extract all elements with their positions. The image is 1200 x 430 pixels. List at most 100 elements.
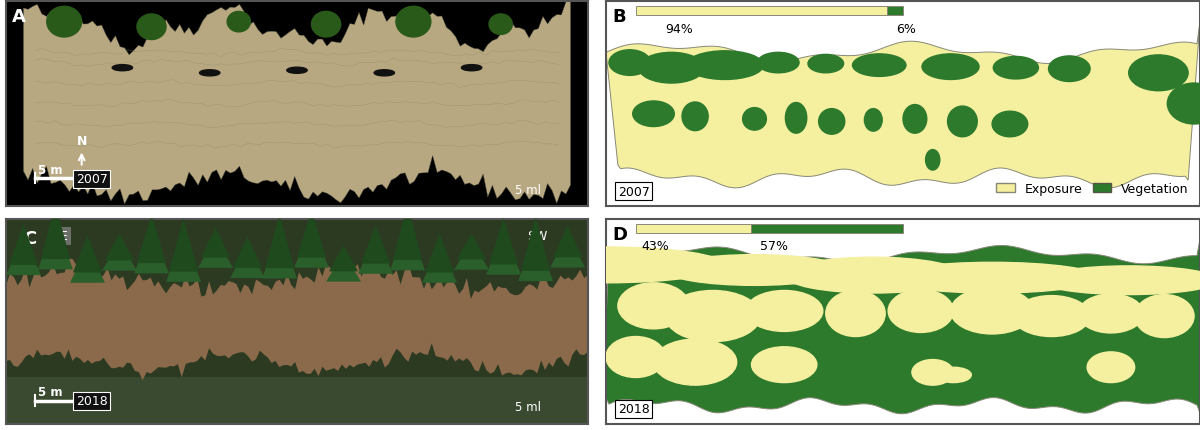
Ellipse shape [886,263,1099,293]
Polygon shape [24,2,570,204]
Ellipse shape [757,53,799,74]
Ellipse shape [808,55,844,74]
Ellipse shape [922,55,979,80]
Ellipse shape [994,57,1038,80]
Text: SE: SE [53,230,68,243]
Ellipse shape [287,68,307,74]
Polygon shape [198,237,233,268]
Text: SW: SW [527,230,547,243]
Polygon shape [70,247,104,283]
Polygon shape [169,219,198,272]
Ellipse shape [608,51,650,76]
Polygon shape [6,259,588,381]
Text: 57%: 57% [760,240,787,253]
Polygon shape [233,237,262,268]
Ellipse shape [1039,266,1200,295]
Polygon shape [326,253,361,282]
Text: 2007: 2007 [618,185,649,198]
Polygon shape [521,217,550,271]
Polygon shape [8,224,38,265]
Ellipse shape [606,337,666,378]
Text: 6%: 6% [896,22,916,36]
Circle shape [490,15,512,35]
Bar [636,224,751,233]
Polygon shape [262,231,298,279]
Bar [636,7,887,16]
Ellipse shape [948,107,977,138]
Polygon shape [422,246,457,283]
Polygon shape [102,242,137,271]
Polygon shape [6,378,588,424]
Ellipse shape [199,71,220,77]
Polygon shape [606,240,1200,414]
Polygon shape [73,236,102,273]
Polygon shape [38,220,73,270]
Circle shape [227,12,251,33]
Polygon shape [166,235,200,282]
Ellipse shape [751,347,817,383]
Polygon shape [329,246,358,272]
Text: 2018: 2018 [618,402,649,415]
Polygon shape [394,204,422,261]
Circle shape [47,7,82,38]
Polygon shape [490,218,518,265]
Ellipse shape [374,71,395,77]
Text: C: C [24,230,37,248]
Bar [887,7,904,16]
Polygon shape [298,211,326,258]
Text: 43%: 43% [642,240,670,253]
Ellipse shape [992,112,1027,138]
Polygon shape [454,242,490,270]
Ellipse shape [785,103,806,134]
Ellipse shape [925,150,940,171]
Polygon shape [294,225,329,268]
Polygon shape [518,233,553,282]
Polygon shape [358,237,394,274]
Polygon shape [265,215,294,269]
Ellipse shape [785,258,962,293]
Polygon shape [6,237,41,276]
Polygon shape [457,234,486,260]
Polygon shape [425,234,454,273]
Ellipse shape [1013,296,1090,337]
Polygon shape [200,228,230,258]
Polygon shape [137,215,166,264]
Polygon shape [486,232,521,275]
Circle shape [396,7,431,38]
Text: D: D [612,225,626,243]
Ellipse shape [487,247,725,283]
Ellipse shape [888,290,954,333]
Ellipse shape [912,360,954,385]
Ellipse shape [1087,352,1135,383]
Ellipse shape [818,109,845,135]
Ellipse shape [1049,57,1090,82]
Polygon shape [550,235,586,268]
Ellipse shape [743,108,767,131]
Ellipse shape [1079,295,1144,333]
Ellipse shape [462,65,481,72]
Ellipse shape [936,367,971,383]
Ellipse shape [904,105,926,134]
Bar [751,224,904,233]
Text: 94%: 94% [665,22,694,36]
Text: 5 ml: 5 ml [516,183,541,196]
Ellipse shape [686,52,763,80]
Circle shape [137,15,166,40]
Text: B: B [612,8,625,26]
Text: 2007: 2007 [76,173,108,186]
Ellipse shape [1129,56,1188,92]
Polygon shape [41,203,70,260]
Legend: Exposure, Vegetation: Exposure, Vegetation [991,177,1194,200]
Polygon shape [104,234,134,261]
Text: 5 m: 5 m [38,385,62,399]
Polygon shape [230,246,265,278]
Text: 5 m: 5 m [38,163,62,176]
Ellipse shape [682,103,708,131]
Text: N: N [77,135,88,148]
Polygon shape [390,221,425,271]
Ellipse shape [638,53,704,84]
Polygon shape [361,225,390,264]
Circle shape [312,12,341,38]
Ellipse shape [666,291,761,342]
Ellipse shape [950,288,1033,334]
